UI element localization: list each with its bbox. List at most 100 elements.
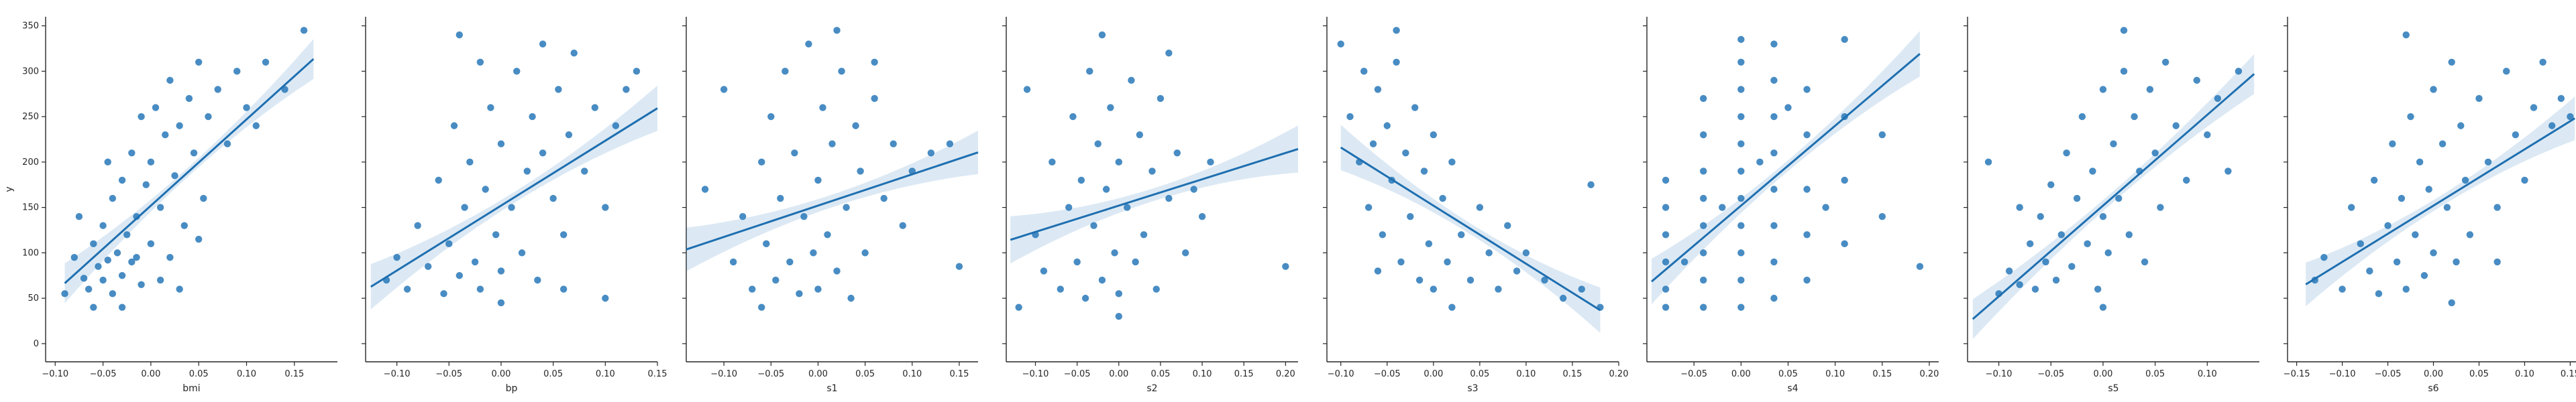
data-point (581, 168, 588, 175)
data-point (843, 204, 850, 211)
data-point (200, 194, 207, 202)
data-point (147, 158, 155, 166)
data-point (2512, 131, 2520, 139)
data-point (1098, 31, 1106, 39)
data-point (899, 222, 906, 229)
data-point (2016, 204, 2023, 211)
x-tick-label: 0.00 (808, 369, 828, 379)
data-point (2052, 276, 2060, 284)
data-point (2557, 94, 2565, 103)
data-point (2172, 122, 2180, 129)
regression-line (1010, 147, 1299, 241)
data-point (1069, 113, 1077, 121)
data-point (1984, 158, 1992, 166)
x-tick-label: 0.15 (949, 369, 969, 379)
data-point (2407, 113, 2414, 121)
panel-bmi: 0 50 100 150 200 250 300 350 −0.10 −0.05 0.00 0.05 0… (4, 17, 337, 394)
data-point (1346, 113, 1354, 121)
data-point (2453, 258, 2460, 266)
x-tick-label: 0.05 (189, 369, 209, 379)
data-point (2416, 158, 2424, 166)
data-point (828, 140, 836, 147)
x-tick-label: −0.10 (384, 369, 411, 379)
data-point (729, 258, 737, 266)
data-point (1770, 149, 1778, 157)
data-point (782, 68, 789, 75)
data-point (786, 258, 794, 266)
panel-bp: −0.10 −0.05 0.00 0.05 0.10 0.15 bp (362, 17, 667, 394)
data-point (104, 158, 111, 166)
regression-line (1340, 146, 1601, 312)
data-point (529, 113, 536, 121)
data-point (1128, 76, 1135, 84)
data-point (1737, 304, 1745, 311)
x-tick-label: 0.05 (1778, 369, 1798, 379)
data-point (1541, 276, 1548, 284)
data-point (1057, 285, 1064, 293)
data-point (123, 231, 131, 239)
data-point (104, 257, 111, 264)
data-point (2125, 231, 2133, 239)
data-point (2224, 168, 2232, 175)
data-point (195, 235, 203, 243)
data-point (471, 258, 479, 266)
data-point (1379, 231, 1387, 239)
data-point (559, 231, 568, 239)
data-point (2493, 258, 2501, 266)
data-point (1770, 222, 1778, 229)
data-point (2057, 231, 2065, 239)
data-point (1115, 290, 1122, 297)
x-axis-label: bmi (182, 383, 200, 394)
data-point (1049, 158, 1056, 166)
data-point (1040, 267, 1048, 275)
data-point (833, 267, 841, 275)
data-point (1407, 212, 1414, 220)
x-tick-label: 0.10 (1516, 369, 1536, 379)
x-tick-label: 0.05 (543, 369, 563, 379)
x-tick-label: 0.05 (2469, 369, 2489, 379)
data-point (109, 290, 117, 297)
data-point (1458, 231, 1465, 239)
data-point (946, 140, 954, 147)
data-point (814, 176, 822, 184)
data-point (570, 50, 578, 57)
data-point (180, 222, 189, 229)
panel-s6: −0.15 −0.10 −0.05 0.00 0.05 0.10 0.15 s6 (2284, 17, 2576, 394)
data-point (2084, 240, 2091, 248)
data-point (1402, 149, 1409, 157)
data-point (833, 27, 841, 34)
data-point (890, 140, 897, 147)
data-point (1098, 276, 1106, 284)
data-point (1719, 204, 1726, 211)
data-point (1360, 68, 1368, 75)
data-point (147, 240, 155, 248)
data-point (2151, 149, 2159, 157)
data-point (749, 285, 756, 293)
data-point (1495, 285, 1502, 293)
data-point (440, 290, 447, 297)
data-point (2161, 58, 2169, 66)
data-point (2389, 140, 2396, 147)
data-point (133, 253, 140, 261)
data-point (80, 275, 88, 282)
data-point (1337, 40, 1344, 48)
data-point (2099, 304, 2107, 311)
data-point (1190, 186, 1197, 193)
data-point (1770, 76, 1778, 84)
data-point (1770, 40, 1778, 48)
data-point (857, 168, 864, 175)
data-point (861, 249, 869, 257)
data-point (810, 249, 817, 257)
data-point (2521, 176, 2528, 184)
data-point (2099, 86, 2107, 93)
x-tick-label: 0.15 (1562, 369, 1582, 379)
data-point (1737, 36, 1745, 44)
data-point (1086, 68, 1093, 75)
data-point (2443, 204, 2451, 211)
data-point (1737, 249, 1745, 257)
data-point (2115, 194, 2123, 202)
data-point (518, 249, 526, 257)
x-axis-label: s4 (1787, 383, 1798, 394)
data-point (1699, 94, 1707, 103)
data-point (1841, 36, 1848, 44)
